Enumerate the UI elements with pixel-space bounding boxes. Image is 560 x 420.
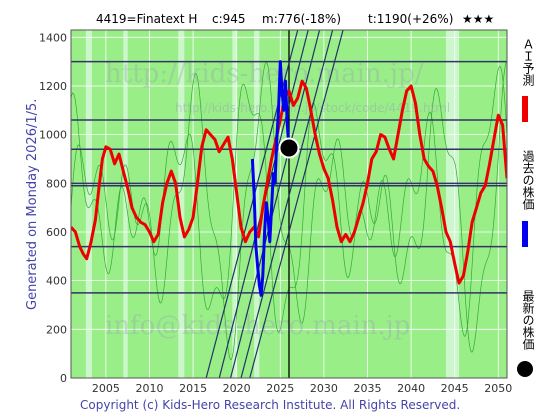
y-tick-label: 0	[60, 372, 67, 385]
light-band	[254, 30, 260, 378]
legend-label: 最新の株価	[521, 290, 535, 350]
trend-line	[249, 30, 344, 378]
y-axis-ticks: 0 200 400 600 800 1000 1200 1400	[39, 31, 67, 385]
min-forecast: m:776(-18%)	[262, 12, 341, 26]
x-tick-label: 2010	[135, 382, 163, 395]
x-tick-label: 2045	[441, 382, 469, 395]
latest-price-dot	[278, 137, 300, 159]
x-axis-ticks: 2005 2010 2015 2020 2025 2030 2035 2040 2045 2050	[92, 382, 512, 395]
y-tick-label: 200	[46, 323, 67, 336]
plot-area: http://kids-hero.main.jp/ http://kids-he…	[70, 29, 508, 379]
light-band	[85, 30, 92, 378]
target-forecast: t:1190(+26%)	[368, 12, 453, 26]
x-tick-label: 2015	[179, 382, 207, 395]
y-tick-label: 800	[46, 177, 67, 190]
light-band	[178, 30, 185, 378]
light-band	[232, 30, 237, 378]
legend-label: ＡＩ予測	[521, 38, 535, 87]
light-bands	[85, 30, 460, 378]
x-tick-label: 2035	[353, 382, 381, 395]
legend-swatch	[522, 96, 528, 122]
x-tick-label: 2050	[484, 382, 512, 395]
copyright: Copyright (c) Kids-Hero Research Institu…	[80, 398, 460, 412]
watermark-site: http://kids-hero.main.jp/	[105, 59, 424, 89]
x-tick-label: 2020	[223, 382, 251, 395]
legend-swatch	[522, 221, 528, 247]
x-tick-label: 2005	[92, 382, 120, 395]
legend-label: 過去の株価	[521, 150, 535, 210]
x-tick-label: 2040	[397, 382, 425, 395]
plot-frame	[70, 29, 508, 379]
legend-swatch-dot	[517, 361, 533, 377]
generated-date-label: Generated on Monday 2026/1/5.	[25, 99, 40, 310]
trend-line	[240, 30, 334, 378]
light-band	[445, 30, 460, 378]
x-tick-label: 2025	[266, 382, 294, 395]
y-tick-label: 600	[46, 226, 67, 239]
y-tick-label: 1200	[39, 80, 67, 93]
current-price: c:945	[212, 12, 246, 26]
ticker-label: 4419=Finatext H	[96, 12, 197, 26]
latest-price-marker	[278, 137, 300, 159]
light-band	[123, 30, 128, 378]
y-tick-label: 400	[46, 275, 67, 288]
x-tick-label: 2030	[310, 382, 338, 395]
y-tick-label: 1000	[39, 129, 67, 142]
past-price-line	[250, 60, 291, 297]
price-series	[71, 60, 507, 297]
rating-stars: ★★★	[462, 12, 494, 26]
y-tick-label: 1400	[39, 31, 67, 44]
